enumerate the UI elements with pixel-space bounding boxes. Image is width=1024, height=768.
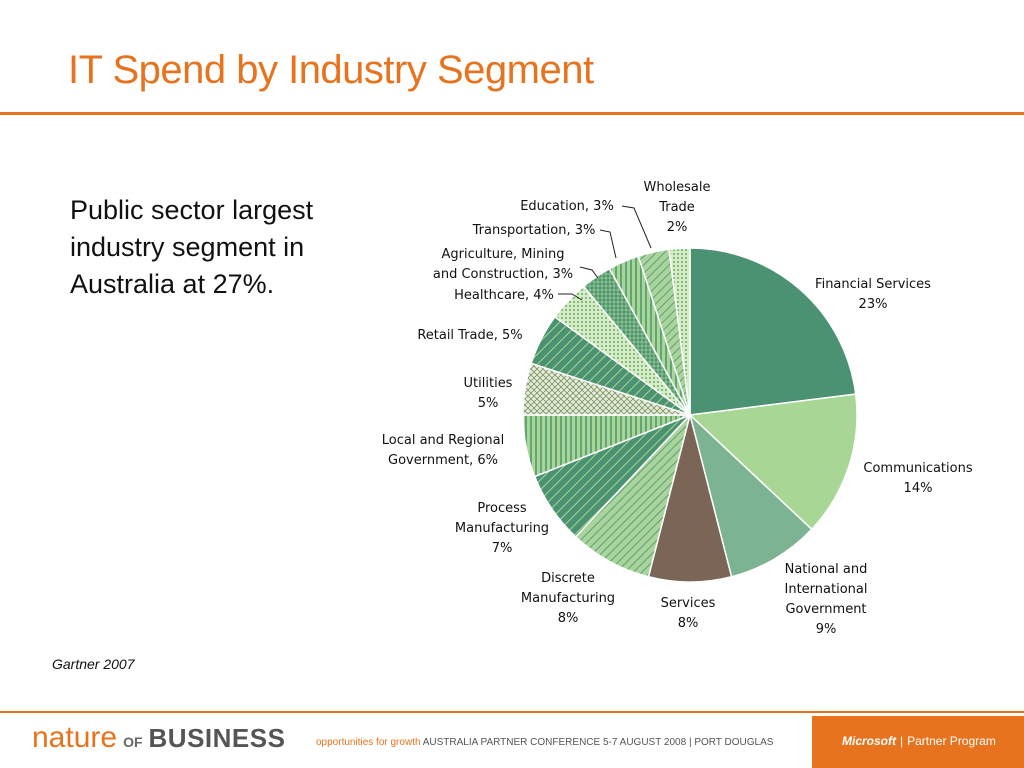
pie-slice-financial-services [689,247,857,416]
slice-label-healthcare: Healthcare, 4% [454,288,554,303]
logo-business: BUSINESS [148,723,286,753]
pie-slice-national-and-international-government [688,412,813,578]
tagline-lead: opportunities for growth [316,737,421,748]
partner-program: Partner Program [907,734,996,748]
leader-line [599,229,617,259]
leader-line [558,293,583,301]
logo-nature: nature [32,721,118,754]
slice-label-retail-trade: Retail Trade, 5% [417,328,522,343]
title-divider [0,112,1024,115]
pie-slices [522,247,858,583]
microsoft-partner-badge: Microsoft | Partner Program [812,716,1024,768]
conference-tagline: opportunities for growth AUSTRALIA PARTN… [316,737,773,748]
slice-labels: Financial Services 23% Communications 14% Na… [382,180,973,637]
slice-label-utilities: Utilities 5% [464,376,513,411]
slice-label-services: Services 8% [661,596,716,631]
leader-lines [558,205,652,301]
logo-of: OF [123,734,143,750]
leader-line [579,266,599,279]
tagline-rest: AUSTRALIA PARTNER CONFERENCE 5-7 AUGUST … [422,737,774,748]
slide-title: IT Spend by Industry Segment [68,48,594,92]
pie-chart: Financial Services 23% Communications 14% Na… [382,180,973,637]
slice-label-wholesale-trade: Wholesale Trade 2% [643,180,710,235]
slice-label-local-and-regional-government: Local and Regional Government, 6% [382,433,505,468]
source-note: Gartner 2007 [52,656,135,672]
slice-label-education: Education, 3% [520,199,614,214]
slice-label-agriculture-mining-and-construction: Agriculture, Mining and Construction, 3% [433,247,573,282]
nature-of-business-logo: nature OF BUSINESS [32,721,285,755]
leader-line [621,205,652,249]
pie-slice-communications [688,393,858,531]
slice-label-national-and-international-government: National and International Government 9% [785,562,868,637]
slice-label-transportation: Transportation, 3% [472,223,596,238]
microsoft-brand: Microsoft [842,734,896,748]
slice-label-financial-services: Financial Services 23% [815,277,931,312]
slice-label-process-manufacturing: Process Manufacturing 7% [455,501,549,556]
footer-divider [0,711,1024,713]
pie-slice-wholesale-trade [668,247,691,416]
slice-label-communications: Communications 14% [863,461,972,496]
footer: nature OF BUSINESS opportunities for growt… [0,713,1024,768]
slice-label-discrete-manufacturing: Discrete Manufacturing 8% [521,571,615,626]
bullet-text: Public sector largest industry segment i… [70,195,314,299]
